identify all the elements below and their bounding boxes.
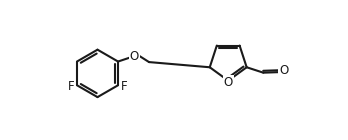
Text: O: O bbox=[129, 50, 139, 63]
Text: O: O bbox=[223, 75, 233, 88]
Text: O: O bbox=[279, 64, 288, 77]
Text: F: F bbox=[121, 80, 127, 93]
Text: F: F bbox=[68, 80, 74, 93]
